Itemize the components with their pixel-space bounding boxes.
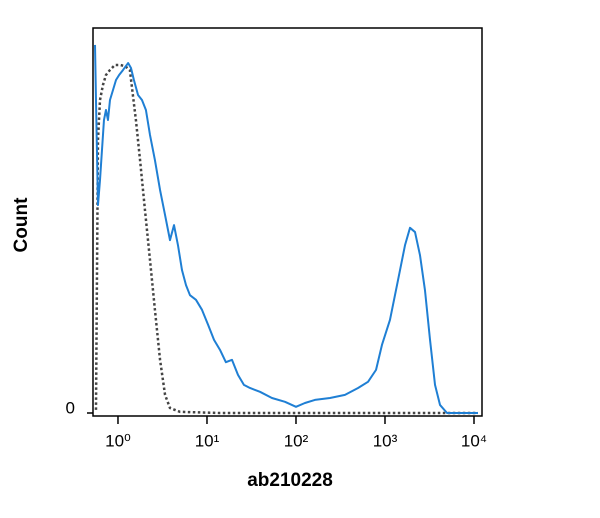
y-tick-label: 0 [66,398,75,417]
y-axis-label: Count [11,197,32,253]
plot-frame [92,27,483,417]
x-tick-label: 10⁴ [461,431,487,450]
series-line [94,44,478,414]
x-tick-label: 10² [284,431,309,450]
x-tick-label: 10⁰ [105,431,131,450]
x-tick-label: 10¹ [195,431,220,450]
series-line [94,63,478,415]
x-tick-label: 10³ [373,431,398,450]
x-axis-label: ab210228 [247,470,333,491]
